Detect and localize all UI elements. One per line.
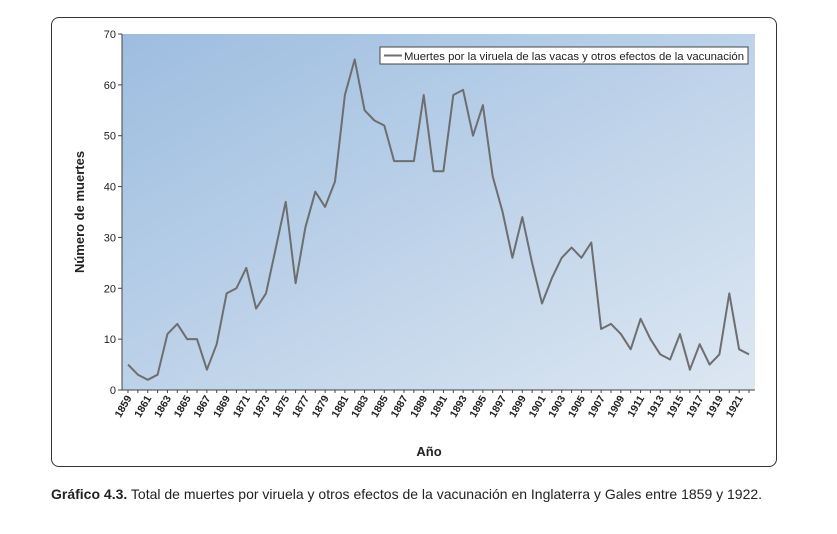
legend: Muertes por la viruela de las vacas y ot… — [379, 46, 749, 65]
x-tick-label: 1885 — [369, 393, 391, 419]
x-tick-label: 1869 — [211, 393, 233, 419]
y-tick-label: 0 — [110, 385, 116, 397]
legend-label: Muertes por la viruela de las vacas y ot… — [404, 51, 744, 63]
y-tick-label: 40 — [104, 182, 116, 194]
x-tick-label: 1893 — [448, 393, 470, 419]
x-tick-label: 1919 — [704, 393, 726, 419]
x-tick-label: 1903 — [546, 393, 568, 419]
x-tick-label: 1901 — [527, 393, 549, 419]
y-tick-label: 60 — [104, 80, 116, 92]
y-tick-label: 50 — [104, 131, 116, 143]
x-tick-label: 1917 — [684, 393, 706, 419]
x-tick-label: 1863 — [152, 393, 174, 419]
x-tick-label: 1865 — [172, 393, 194, 419]
x-tick-label: 1881 — [329, 393, 351, 419]
x-tick-label: 1905 — [566, 393, 588, 419]
x-tick-label: 1887 — [389, 393, 411, 419]
x-tick-label: 1889 — [408, 393, 430, 419]
caption-label: Gráfico 4.3. — [51, 486, 128, 502]
x-tick-label: 1877 — [290, 393, 312, 419]
x-tick-label: 1859 — [113, 393, 135, 419]
legend-box — [379, 46, 749, 65]
y-axis: 0 10 20 30 40 50 60 70 — [104, 29, 123, 397]
x-axis-label: Año — [416, 444, 441, 459]
y-tick-label: 30 — [104, 232, 116, 244]
y-tick-label: 70 — [104, 29, 116, 41]
x-tick-label: 1907 — [586, 393, 608, 419]
x-tick-label: 1911 — [625, 393, 647, 419]
figure-caption: Gráfico 4.3. Total de muertes por viruel… — [51, 485, 781, 503]
x-tick-label: 1913 — [645, 393, 667, 419]
x-tick-label: 1873 — [251, 393, 273, 419]
x-tick-label: 1921 — [724, 393, 746, 419]
x-tick-label: 1891 — [428, 393, 450, 419]
x-tick-label: 1867 — [191, 393, 213, 419]
x-tick-label: 1897 — [487, 393, 509, 419]
y-tick-label: 10 — [104, 334, 116, 346]
x-tick-label: 1899 — [507, 393, 529, 419]
x-tick-label: 1883 — [349, 393, 371, 419]
x-tick-label: 1879 — [310, 393, 332, 419]
caption-text: Total de muertes por viruela y otros efe… — [127, 486, 763, 502]
y-tick-label: 20 — [104, 283, 116, 295]
x-tick-label: 1895 — [467, 393, 489, 419]
series-line — [127, 58, 750, 381]
x-tick-label: 1915 — [665, 393, 687, 419]
x-tick-label: 1875 — [270, 393, 292, 419]
y-axis-label: Número de muertes — [72, 151, 87, 273]
x-tick-label: 1909 — [605, 393, 627, 419]
x-axis: 1859186118631865186718691871187318751877… — [113, 389, 755, 420]
plot-area — [122, 34, 755, 390]
x-tick-label: 1861 — [132, 393, 154, 419]
x-tick-label: 1871 — [231, 393, 253, 419]
